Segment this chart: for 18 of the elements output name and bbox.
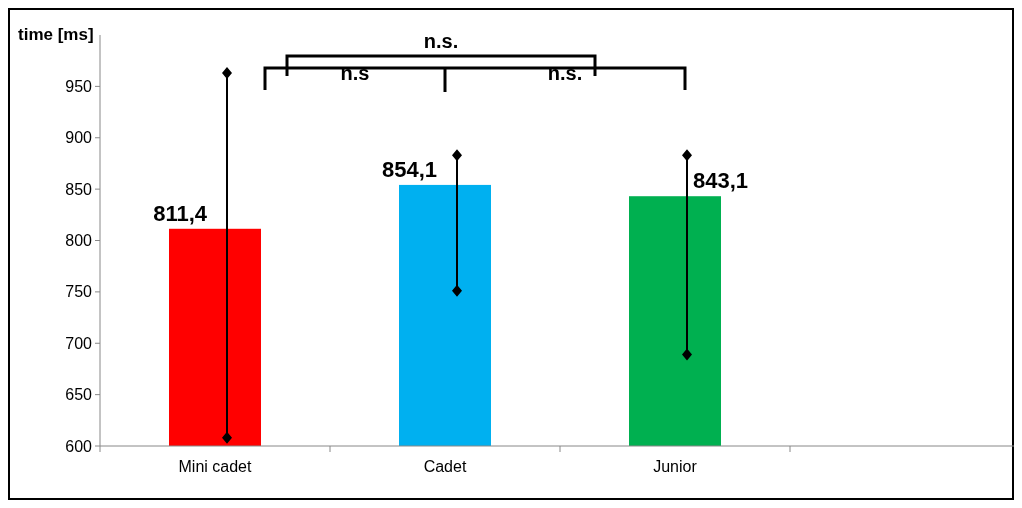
y-tick-label: 900 <box>65 129 93 147</box>
x-tick-label: Mini cadet <box>178 458 253 475</box>
y-tick-label: 750 <box>65 283 93 301</box>
y-tick-label: 700 <box>65 334 93 352</box>
data-label: 843,1 <box>693 168 749 194</box>
y-tick-label: 800 <box>65 232 93 250</box>
data-label: 854,1 <box>381 156 437 182</box>
annotation: n.s <box>340 62 370 84</box>
y-tick-label: 600 <box>65 437 93 455</box>
y-tick-label: 850 <box>65 180 93 198</box>
x-tick-label: Junior <box>653 458 698 475</box>
annotation: n.s. <box>423 30 459 52</box>
annotation: n.s. <box>547 62 583 84</box>
data-label: 811,4 <box>153 200 208 226</box>
y-tick-label: 950 <box>65 77 93 95</box>
y-axis-title: time [ms] <box>18 25 94 44</box>
y-tick-label: 650 <box>65 386 93 404</box>
x-tick-label: Cadet <box>423 458 467 475</box>
